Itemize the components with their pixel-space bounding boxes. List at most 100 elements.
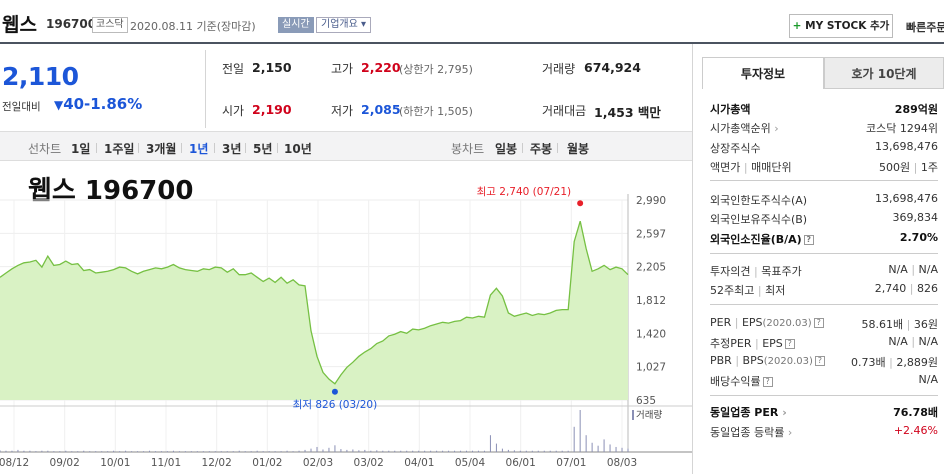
volume-bar — [489, 435, 491, 452]
change-value: ▼40 — [54, 95, 84, 113]
volume-bar — [149, 450, 151, 452]
volume-bar — [513, 450, 515, 452]
open-value: 2,190 — [252, 102, 292, 117]
dividend-label: 배당수익률 — [710, 375, 761, 388]
volume-bar — [137, 451, 139, 452]
opinion-value: N/A — [888, 263, 908, 276]
y-tick-label: 1,027 — [636, 362, 666, 374]
tab-separator — [138, 143, 139, 153]
eps-date: (2020.03) — [762, 318, 812, 329]
volume-legend-swatch — [632, 410, 634, 420]
volume-bar — [286, 450, 288, 452]
change-amount: 40 — [63, 95, 85, 113]
market-cap-value: 289억원 — [894, 103, 938, 116]
tab-investment-info[interactable]: 투자정보 — [702, 57, 824, 89]
volume-bar — [256, 450, 258, 452]
tab-1year[interactable]: 1년 — [189, 142, 209, 156]
tab-5year[interactable]: 5년 — [253, 142, 273, 156]
add-mystock-button[interactable]: + MY STOCK 추가 — [789, 14, 893, 38]
volume-bar — [400, 450, 402, 452]
down-triangle-icon: ▼ — [54, 98, 64, 112]
volume-bar — [5, 450, 7, 452]
volume-bar — [477, 450, 479, 452]
volume-bar — [555, 450, 557, 452]
high52-label: 52주최고 — [710, 284, 755, 297]
volume-bar — [268, 451, 270, 452]
quick-order-link[interactable]: 빠른주문 — [906, 21, 944, 34]
target-label: 목표주가 — [761, 265, 802, 278]
x-tick-label: 09/02 — [50, 457, 80, 469]
realtime-button[interactable]: 실시간 — [278, 17, 314, 33]
volume-bar — [483, 450, 485, 452]
market-cap-rank-value: 코스닥 1294위 — [866, 122, 938, 135]
tab-10year[interactable]: 10년 — [284, 142, 312, 156]
x-tick-label: 05/04 — [455, 457, 486, 469]
volume-bar — [561, 450, 563, 452]
volume-bar — [436, 450, 438, 452]
stock-name: 웹스 — [2, 14, 37, 36]
volume-bar — [113, 450, 115, 452]
high52-value: 2,740 — [874, 282, 907, 295]
volume-bar — [184, 451, 186, 452]
low52-value: 826 — [917, 282, 938, 295]
divider — [710, 395, 938, 396]
industry-change-row: 동일업종 등락률 › +2.46% — [710, 421, 944, 441]
help-icon[interactable]: ? — [784, 339, 795, 349]
volume-label: 거래량 — [542, 62, 576, 76]
per-label: PER — [710, 316, 732, 329]
tab-weekly[interactable]: 주봉 — [530, 142, 553, 156]
volume-bar — [501, 448, 503, 452]
volume-bar — [304, 449, 306, 452]
volume-bar — [454, 450, 456, 452]
opinion-row: 투자의견 | 목표주가 N/A | N/A — [710, 263, 938, 278]
plus-icon: + — [792, 20, 802, 32]
low52-label: 최저 — [765, 284, 786, 297]
tab-monthly[interactable]: 월봉 — [567, 142, 590, 156]
low-value: 2,085 — [361, 102, 401, 117]
date-value: 2020.08.11 — [130, 20, 193, 33]
volume-bar — [364, 449, 366, 452]
volume-bar — [17, 449, 19, 452]
market-cap-row: 시가총액 289억원 — [710, 98, 944, 118]
amount-number: 1,453 — [594, 105, 634, 120]
lower-limit: (하한가 1,505) — [399, 105, 473, 118]
y-tick-label: 2,205 — [636, 262, 666, 274]
investment-info-panel: 투자정보 호가 10단계 시가총액 289억원 시가총액순위 › 코스닥 129… — [702, 57, 944, 474]
corp-overview-dropdown[interactable]: 기업개요 ▾ — [316, 17, 372, 33]
bps-value: 2,889원 — [896, 356, 938, 369]
stock-header: 웹스 196700 코스닥 2020.08.11 기준(장마감) 실시간 기업개… — [0, 0, 944, 44]
volume-bar — [310, 448, 312, 452]
volume-bar — [155, 451, 157, 452]
tab-1day[interactable]: 1일 — [71, 142, 91, 156]
chevron-right-icon: › — [774, 122, 779, 135]
line-chart-label: 선차트 — [28, 142, 62, 156]
prev-close-value: 2,150 — [252, 60, 292, 75]
dividend-row: 배당수익률? N/A — [710, 370, 944, 390]
listed-shares-label: 상장주식수 — [710, 142, 761, 155]
corp-overview-label: 기업개요 — [321, 19, 358, 30]
foreign-hold-label: 외국인보유주식수(B) — [710, 213, 808, 226]
industry-per-label: 동일업종 PER — [710, 406, 779, 419]
tab-3month[interactable]: 3개월 — [146, 142, 177, 156]
help-icon[interactable]: ? — [762, 377, 773, 387]
par-value: 500원 — [879, 161, 911, 174]
help-icon[interactable]: ? — [803, 235, 814, 245]
x-tick-label: 12/02 — [202, 457, 232, 469]
listed-shares-value: 13,698,476 — [875, 140, 938, 153]
volume-bar — [519, 450, 521, 452]
eps-label: EPS — [741, 316, 763, 329]
change-percent: -1.86% — [84, 95, 143, 113]
tab-orderbook[interactable]: 호가 10단계 — [824, 57, 944, 89]
help-icon[interactable]: ? — [814, 356, 825, 366]
help-icon[interactable]: ? — [813, 318, 824, 328]
tab-3year[interactable]: 3년 — [222, 142, 242, 156]
est-per-row: 추정PER | EPS? N/A | N/A — [710, 335, 938, 350]
tab-daily[interactable]: 일봉 — [495, 142, 518, 156]
volume-bar — [382, 450, 384, 452]
tab-1week[interactable]: 1주일 — [104, 142, 135, 156]
volume-bar — [95, 451, 97, 452]
x-tick-label: 02/03 — [303, 457, 333, 469]
volume-bar — [531, 450, 533, 452]
x-tick-label: 10/01 — [100, 457, 130, 469]
foreign-ratio-label: 외국인소진율(B/A) — [710, 233, 802, 246]
